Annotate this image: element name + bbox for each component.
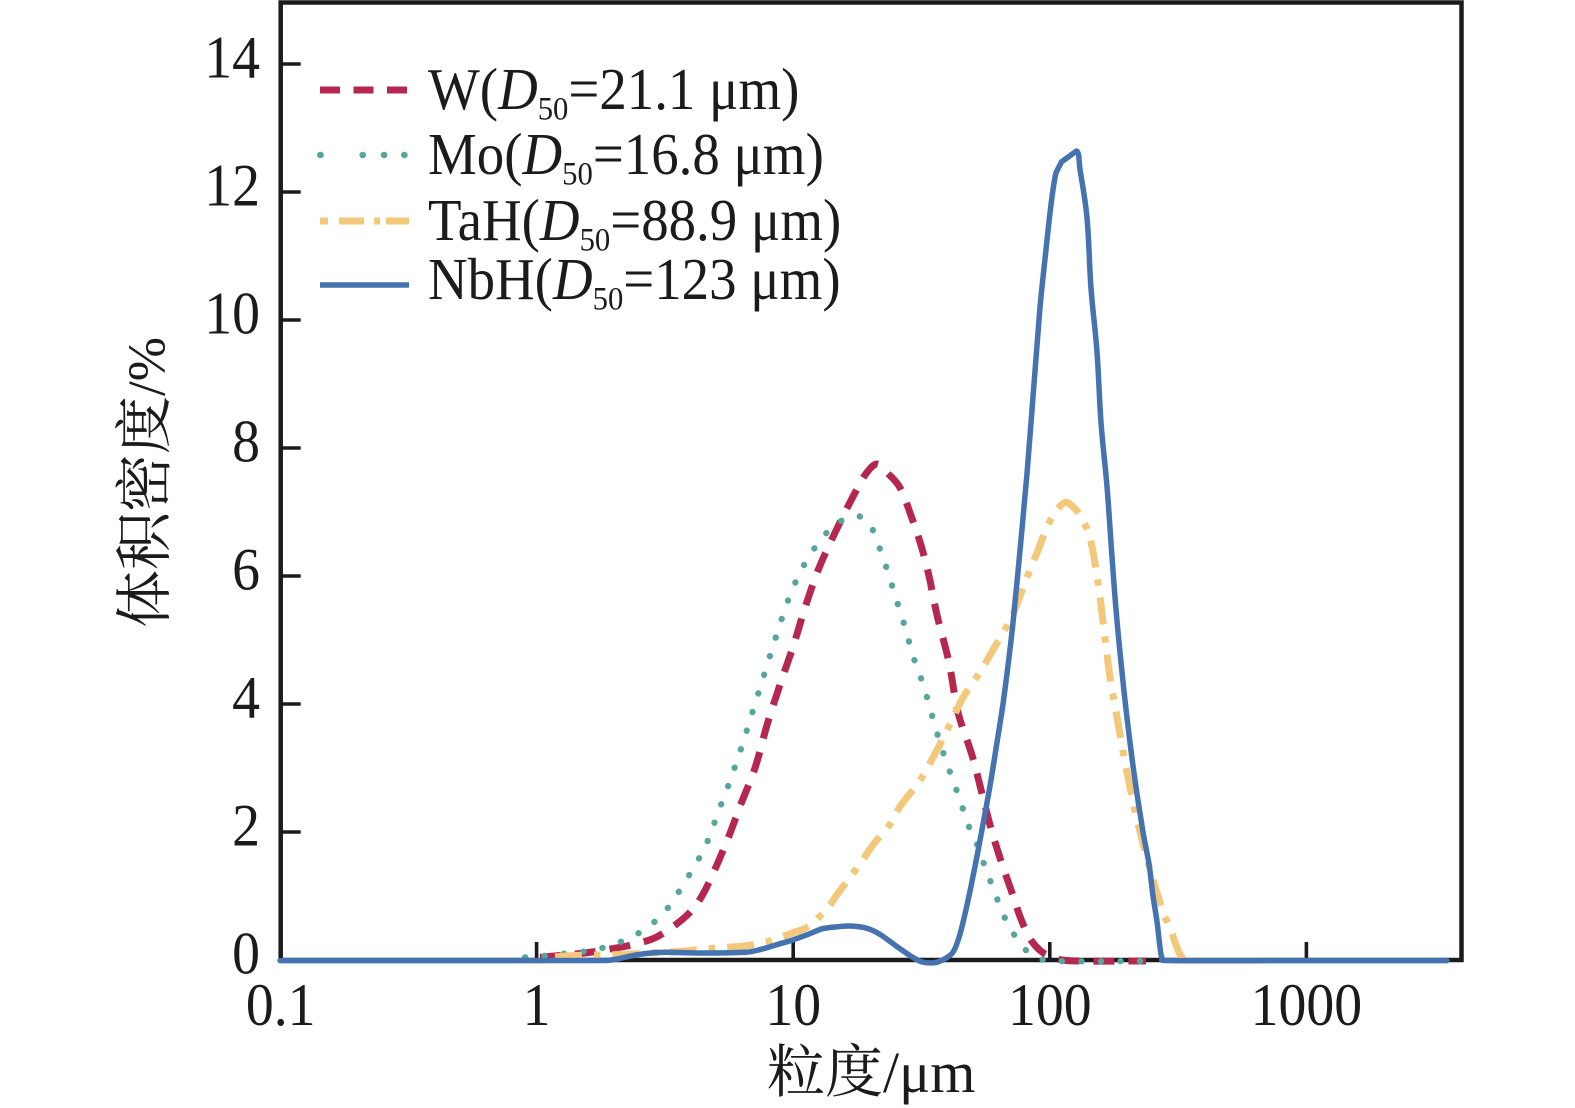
svg-text:100: 100: [1008, 971, 1092, 1038]
svg-text:1000: 1000: [1251, 971, 1363, 1038]
svg-text:NbH(D50=123 μm): NbH(D50=123 μm): [428, 247, 841, 317]
svg-text:0.1: 0.1: [246, 971, 316, 1038]
svg-text:W(D50=21.1 μm): W(D50=21.1 μm): [428, 57, 799, 127]
svg-text:14: 14: [204, 24, 260, 91]
svg-text:10: 10: [204, 280, 260, 347]
svg-text:12: 12: [204, 152, 260, 219]
svg-text:10: 10: [765, 971, 821, 1038]
svg-text:0: 0: [232, 920, 260, 987]
svg-text:1: 1: [523, 971, 551, 1038]
svg-text:/%: /%: [119, 337, 177, 396]
svg-text:TaH(D50=88.9 μm): TaH(D50=88.9 μm): [428, 188, 841, 258]
svg-text:8: 8: [232, 408, 260, 475]
svg-text:2: 2: [232, 792, 260, 859]
svg-text:6: 6: [232, 536, 260, 603]
svg-text:4: 4: [232, 664, 260, 731]
svg-text:Mo(D50=16.8 μm): Mo(D50=16.8 μm): [428, 122, 824, 192]
svg-text:/μm: /μm: [883, 1040, 975, 1105]
